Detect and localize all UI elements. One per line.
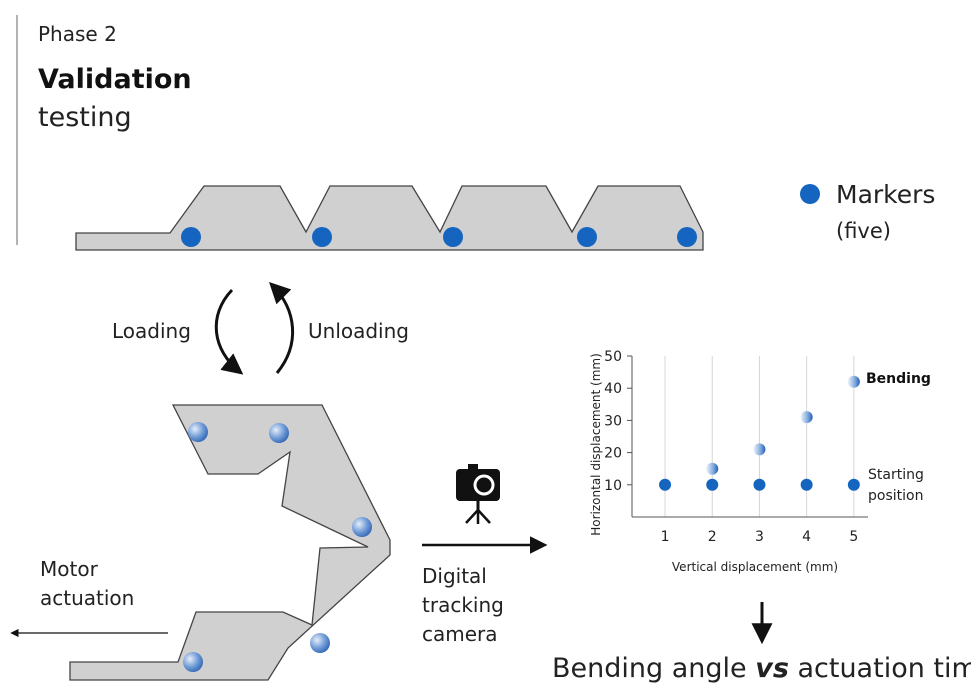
chart-series-label-start-line1: Starting <box>868 467 924 483</box>
chart-series-label-start-line2: position <box>868 488 923 504</box>
chart-point <box>753 478 766 491</box>
chart-x-tick-label: 2 <box>708 529 717 545</box>
conclusion-text: Bending angle vs actuation time <box>552 653 971 684</box>
chart-x-tick-label: 5 <box>849 529 858 545</box>
loading-arrow <box>214 288 244 375</box>
motor-label-line2: actuation <box>40 586 135 610</box>
markers-legend-label: Markers <box>836 180 936 209</box>
chart-series-label-bending: Bending <box>866 371 931 387</box>
camera-label-line3: camera <box>422 622 498 646</box>
chart-x-tick-label: 4 <box>802 529 811 545</box>
chart-point <box>706 462 719 475</box>
markers-legend-dot <box>800 184 820 204</box>
chart-point <box>847 478 860 491</box>
camera-label-line1: Digital <box>422 564 487 588</box>
motor-label-line1: Motor <box>40 557 98 581</box>
unloading-arrow <box>269 282 295 374</box>
chart-point <box>659 478 672 491</box>
conclusion-part1: Bending angle <box>552 653 756 684</box>
chart-point <box>706 478 719 491</box>
markers-legend-sublabel: (five) <box>836 219 891 243</box>
marker-dot <box>677 227 697 247</box>
phase-label: Phase 2 <box>38 22 117 46</box>
chart-point <box>800 411 813 424</box>
chart-y-tick-label: 10 <box>604 478 622 494</box>
chart-point <box>800 478 813 491</box>
unloading-label: Unloading <box>308 319 409 343</box>
title-bold: Validation <box>38 64 192 95</box>
marker-dot <box>312 227 332 247</box>
bent-marker-dot <box>183 652 203 672</box>
chart-x-tick-label: 1 <box>661 529 670 545</box>
chart-y-tick-label: 20 <box>604 446 622 462</box>
bent-marker-dot <box>310 633 330 653</box>
chart-point <box>847 375 860 388</box>
chart-y-tick-label: 50 <box>604 349 622 365</box>
straight-actuator-body <box>75 185 704 251</box>
chart-x-axis-label: Vertical displacement (mm) <box>672 560 838 574</box>
conclusion-emphasis: vs <box>755 653 789 684</box>
bent-marker-dot <box>352 517 372 537</box>
conclusion-part2: actuation time <box>797 653 971 684</box>
marker-dot <box>443 227 463 247</box>
chart-y-tick-label: 30 <box>604 413 622 429</box>
title-subtitle: testing <box>38 102 132 133</box>
camera-label-line2: tracking <box>422 593 504 617</box>
bent-actuator-body <box>69 404 391 681</box>
camera-on-tripod-icon <box>456 464 500 524</box>
chart-y-axis-label: Horizontal displacement (mm) <box>589 353 603 536</box>
chart-point <box>753 443 766 456</box>
bent-marker-dot <box>188 422 208 442</box>
loading-label: Loading <box>112 319 191 343</box>
marker-dot <box>577 227 597 247</box>
marker-dot <box>181 227 201 247</box>
displacement-scatter-chart: 10 20 30 40 50 1 2 3 4 5 Vertical displacement (mm… <box>589 349 931 574</box>
chart-y-tick-label: 40 <box>604 381 622 397</box>
bent-marker-dot <box>269 423 289 443</box>
chart-x-tick-label: 3 <box>755 529 764 545</box>
